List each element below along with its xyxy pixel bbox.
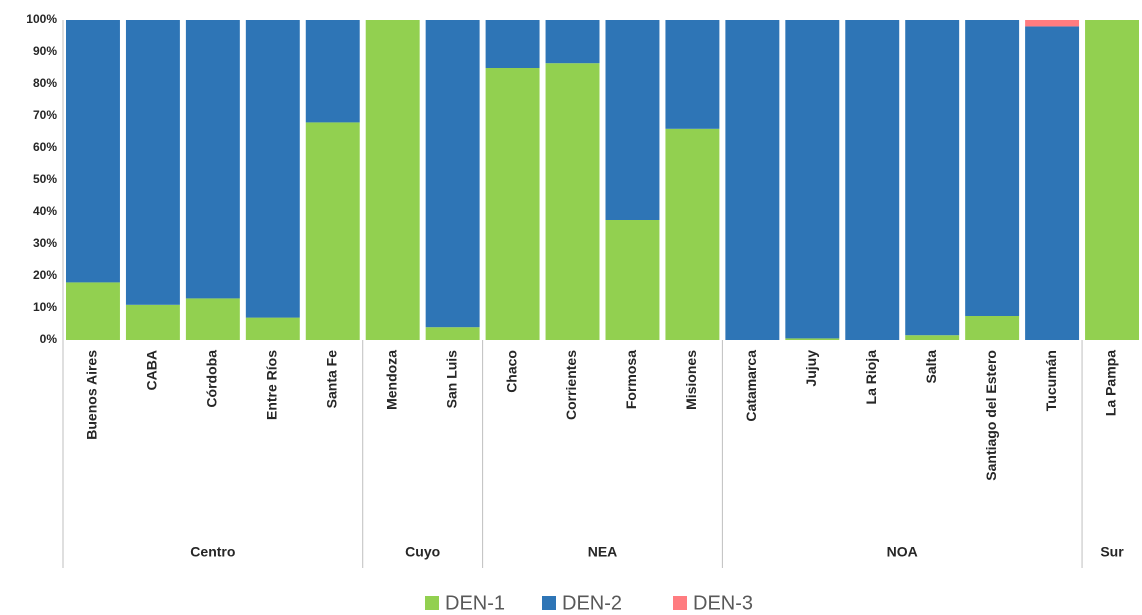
legend-label: DEN-1 [445, 592, 505, 614]
x-tick-label: Misiones [683, 350, 699, 410]
bar-segment [545, 20, 600, 64]
y-tick-label: 50% [33, 172, 57, 186]
bar-segment [905, 20, 960, 336]
bar-segment [605, 20, 660, 220]
x-tick-label: Formosa [623, 350, 639, 409]
bar-segment [665, 20, 720, 129]
x-tick-label: CABA [144, 350, 160, 390]
bar-segment [365, 20, 420, 340]
bar-segment [185, 20, 240, 299]
x-tick-label: Corrientes [563, 350, 579, 420]
bar-segment [605, 220, 660, 340]
bar-segment [485, 20, 540, 68]
x-tick-label: Buenos Aires [84, 350, 100, 440]
legend-swatch [542, 596, 556, 610]
x-tick-label: Entre Ríos [264, 350, 280, 420]
x-tick-label: Catamarca [743, 350, 759, 422]
y-tick-label: 90% [33, 44, 57, 58]
bar-segment [66, 20, 120, 283]
group-label: Cuyo [405, 544, 440, 560]
y-tick-label: 10% [33, 300, 57, 314]
bar-segment [1025, 26, 1080, 341]
bar-segment [425, 20, 480, 328]
legend-swatch [673, 596, 687, 610]
y-tick-label: 40% [33, 204, 57, 218]
x-tick-label: Córdoba [204, 350, 220, 408]
bar-segment [1085, 20, 1139, 340]
bar-segment [665, 128, 720, 340]
group-label: Centro [190, 544, 235, 560]
group-label: NOA [887, 544, 918, 560]
y-tick-label: 20% [33, 268, 57, 282]
y-tick-label: 30% [33, 236, 57, 250]
x-tick-label: La Rioja [863, 350, 879, 405]
bar-segment [425, 327, 480, 340]
x-tick-label: Chaco [503, 350, 519, 393]
x-tick-label: Santa Fe [323, 350, 339, 409]
legend-label: DEN-3 [693, 592, 753, 614]
legend-label: DEN-2 [562, 592, 622, 614]
bar-segment [785, 338, 840, 340]
x-tick-label: San Luis [443, 350, 459, 409]
bar-segment [125, 20, 180, 305]
bar-segment [545, 63, 600, 340]
bar-segment [305, 20, 360, 123]
legend-swatch [425, 596, 439, 610]
x-tick-label: Mendoza [383, 350, 399, 410]
group-label: Sur [1100, 544, 1124, 560]
group-label: NEA [588, 544, 618, 560]
bar-segment [785, 20, 840, 339]
bar-segment [905, 335, 960, 340]
y-tick-label: 60% [33, 140, 57, 154]
bar-segment [245, 317, 300, 340]
y-tick-label: 0% [40, 332, 58, 346]
y-tick-label: 80% [33, 76, 57, 90]
y-tick-label: 100% [26, 12, 57, 26]
bar-segment [965, 20, 1020, 316]
bar-segment [1025, 20, 1080, 27]
bar-segment [245, 20, 300, 318]
bar-segment [66, 282, 120, 340]
x-tick-label: Jujuy [803, 350, 819, 387]
bar-segment [725, 20, 780, 340]
x-tick-label: Tucumán [1043, 350, 1059, 411]
x-tick-label: Santiago del Estero [983, 350, 999, 481]
bar-segment [485, 68, 540, 340]
bar-segment [125, 304, 180, 340]
bar-segment [185, 298, 240, 340]
y-tick-label: 70% [33, 108, 57, 122]
bar-segment [845, 20, 900, 340]
x-tick-label: Salta [923, 350, 939, 384]
x-tick-label: La Pampa [1103, 350, 1119, 416]
bar-segment [305, 122, 360, 341]
bar-segment [965, 316, 1020, 340]
